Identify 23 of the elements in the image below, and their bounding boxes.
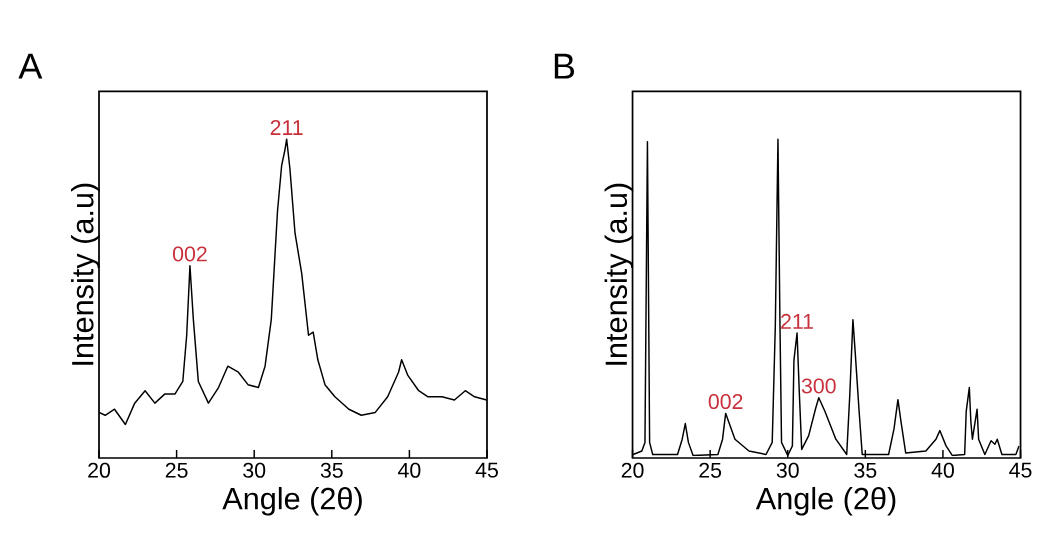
x-axis-title: Angle (2θ) xyxy=(222,486,362,516)
x-tick-label: 35 xyxy=(320,462,343,478)
y-axis-title: Intensity (a.u) xyxy=(604,183,634,365)
annotation: 211 xyxy=(781,313,813,329)
x-tick-label: 45 xyxy=(475,462,498,478)
annotation: 002 xyxy=(708,394,743,410)
chart-title: B xyxy=(554,53,575,79)
x-tick-label: 45 xyxy=(1009,462,1032,478)
y-axis-title: Intensity (a.u) xyxy=(71,183,100,365)
annotation: 002 xyxy=(172,246,207,262)
x-tick-label: 20 xyxy=(621,462,644,478)
annotation: 300 xyxy=(801,378,836,394)
x-tick-label: 25 xyxy=(165,462,188,478)
chart-title: A xyxy=(18,53,43,79)
annotation: 211 xyxy=(270,120,303,135)
x-tick-label: 20 xyxy=(88,462,111,478)
x-tick-label: 30 xyxy=(776,462,799,478)
x-tick-label: 35 xyxy=(854,462,877,478)
x-axis-title: Angle (2θ) xyxy=(755,486,896,516)
x-tick-label: 40 xyxy=(931,462,954,478)
x-tick-label: 40 xyxy=(398,462,421,478)
x-tick-label: 25 xyxy=(699,462,722,478)
x-tick-label: 30 xyxy=(243,462,266,478)
